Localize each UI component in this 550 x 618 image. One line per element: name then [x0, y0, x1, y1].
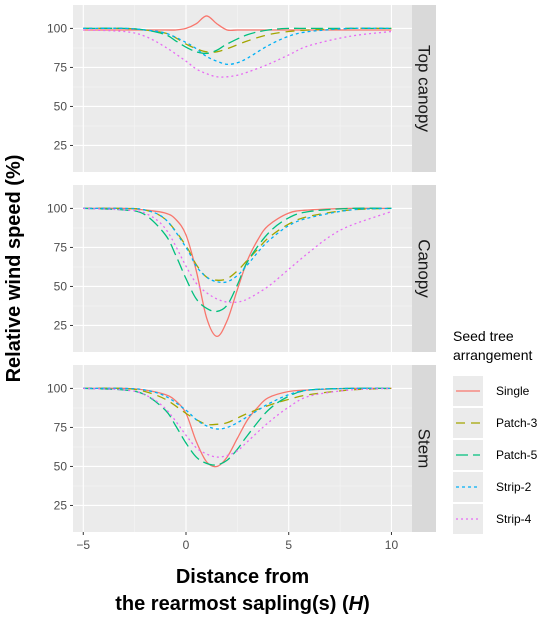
- panel-canopy: 25 50 75 100 Canopy: [47, 185, 436, 352]
- panel-top-canopy: 25 50 75 100 Top canopy: [47, 5, 436, 172]
- legend: Seed tree arrangement Single Patch-3 Patch-5…: [453, 328, 538, 534]
- legend-label-patch-3: Patch-3: [496, 416, 538, 430]
- x-axis-title-close: ): [363, 593, 370, 615]
- y-tick-label: 75: [54, 240, 68, 254]
- facet-strip-label: Canopy: [415, 239, 434, 298]
- series-line-patch-5: [83, 27, 392, 55]
- legend-title-line2: arrangement: [453, 347, 532, 363]
- legend-label-single: Single: [496, 384, 530, 398]
- x-tick-label: −5: [76, 538, 90, 552]
- facet-strip: [412, 365, 436, 532]
- legend-label-strip-4: Strip-4: [496, 512, 532, 526]
- y-tick-label: 50: [54, 459, 68, 473]
- series-line-patch-3: [83, 207, 392, 281]
- x-tick-label: 10: [385, 538, 399, 552]
- series-line-patch-5: [83, 387, 392, 466]
- y-tick-label: 25: [54, 138, 68, 152]
- facet-strip: [412, 185, 436, 352]
- x-tick-label: 5: [285, 538, 292, 552]
- panel-background: [73, 5, 412, 172]
- panel-background: [73, 365, 412, 532]
- x-axis-title-text: the rearmost sapling(s) (: [115, 593, 349, 615]
- y-tick-label: 75: [54, 60, 68, 74]
- y-tick-label: 75: [54, 420, 68, 434]
- series-line-patch-5: [83, 207, 392, 313]
- facet-strip: [412, 5, 436, 172]
- y-tick-label: 100: [47, 21, 67, 35]
- facet-strip-label: Top canopy: [415, 45, 434, 132]
- legend-label-patch-5: Patch-5: [496, 448, 538, 462]
- y-tick-label: 50: [54, 99, 68, 113]
- y-tick-label: 100: [47, 381, 67, 395]
- x-axis-title-line1: Distance from: [176, 566, 309, 588]
- legend-title-line1: Seed tree: [453, 328, 514, 344]
- panel-background: [73, 185, 412, 352]
- y-tick-label: 100: [47, 201, 67, 215]
- y-tick-label: 25: [54, 318, 68, 332]
- series-line-strip-2: [83, 27, 392, 66]
- x-axis-title-line2: the rearmost sapling(s) (H): [115, 593, 370, 615]
- facet-strip-label: Stem: [415, 429, 434, 469]
- series-line-single: [83, 15, 392, 32]
- y-axis-title: Relative wind speed (%): [3, 155, 25, 383]
- legend-label-strip-2: Strip-2: [496, 480, 532, 494]
- x-tick-label: 0: [183, 538, 190, 552]
- series-line-patch-3: [83, 387, 392, 426]
- y-tick-label: 25: [54, 498, 68, 512]
- series-line-strip-2: [83, 387, 392, 430]
- y-tick-label: 50: [54, 279, 68, 293]
- x-axis-title-unit: H: [349, 593, 364, 615]
- series-line-strip-4: [83, 387, 392, 458]
- panel-stem: 25 50 75 100 Stem: [47, 365, 436, 532]
- series-line-single: [83, 207, 392, 338]
- series-line-strip-4: [83, 29, 392, 78]
